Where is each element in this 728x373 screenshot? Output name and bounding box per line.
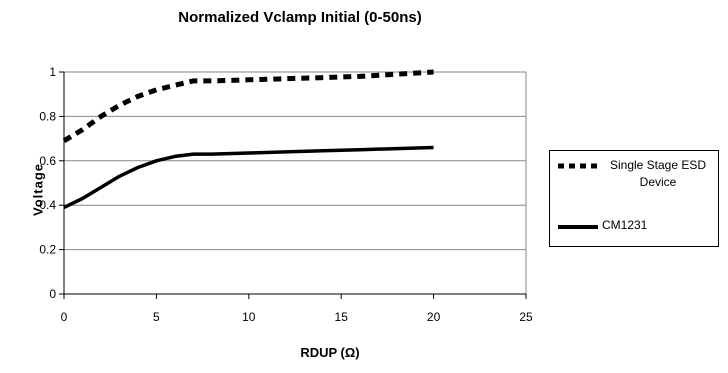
y-tick-label: 0: [49, 287, 56, 301]
legend-swatch-solid: [558, 225, 598, 229]
legend: Single Stage ESD Device CM1231: [549, 150, 719, 247]
y-tick-label: 0.4: [39, 198, 56, 212]
y-tick-labels: 0 0.2 0.4 0.6 0.8 1: [39, 65, 56, 301]
legend-label-cm1231: CM1231: [602, 218, 648, 232]
x-tick-label: 15: [335, 310, 349, 324]
y-tick-label: 0.6: [39, 154, 56, 168]
y-tick-label: 0.8: [39, 109, 56, 123]
series-line-single-stage-esd: [62, 69, 434, 143]
x-tick-label: 5: [153, 310, 160, 324]
y-tick-label: 1: [49, 65, 56, 79]
x-tick-label: 10: [242, 310, 256, 324]
plot-area: [63, 71, 527, 295]
legend-item-single-stage: Single Stage ESD Device: [550, 157, 718, 197]
x-tick-label: 0: [61, 310, 68, 324]
y-axis-label: Voltage: [30, 163, 46, 216]
gridlines: [64, 71, 526, 251]
series-line-cm1231: [63, 145, 434, 209]
x-tick-label: 20: [427, 310, 441, 324]
x-axis-label: RDUP (Ω): [300, 345, 360, 360]
chart-title: Normalized Vclamp Initial (0-50ns): [178, 9, 422, 26]
axes: [59, 71, 527, 299]
series-lines: [62, 69, 434, 209]
y-tick-label: 0.2: [39, 243, 56, 257]
legend-item-cm1231: CM1231: [550, 217, 718, 237]
x-tick-labels: 0 5 10 15 20 25: [61, 310, 533, 324]
legend-label-single-stage: Single Stage ESD Device: [609, 158, 707, 189]
x-tick-label: 25: [519, 310, 533, 324]
legend-swatch-dashed: [558, 163, 598, 169]
